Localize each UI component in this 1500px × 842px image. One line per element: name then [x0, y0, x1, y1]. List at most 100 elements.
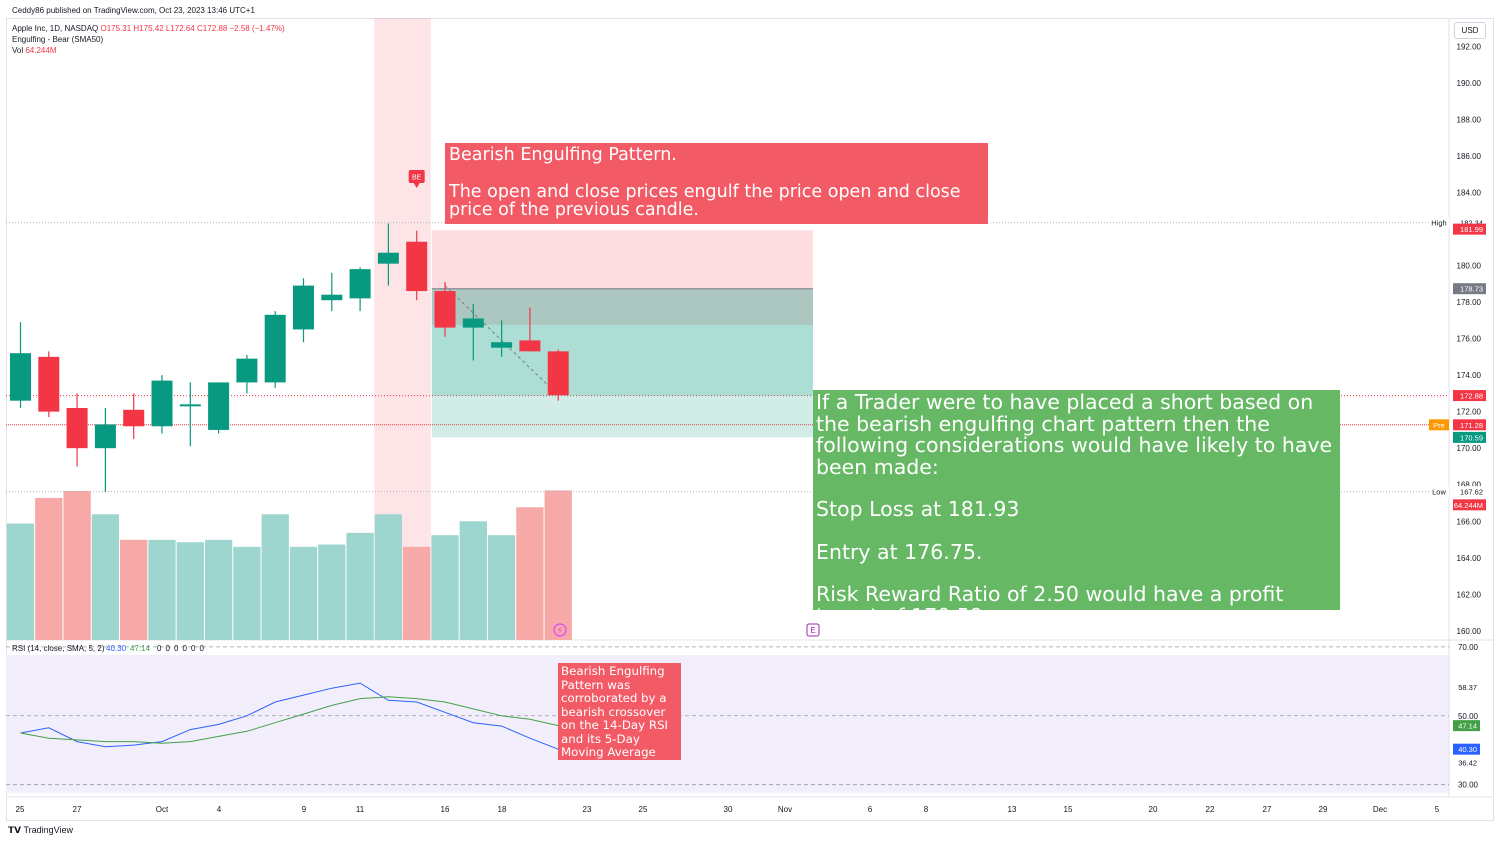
volume-bar	[91, 514, 120, 640]
price-tick-label: 186.00	[1457, 152, 1482, 161]
time-tick-label: 29	[1319, 805, 1328, 814]
volume-bar	[233, 546, 261, 640]
volume-bar	[374, 514, 403, 640]
time-tick-label: 6	[868, 805, 873, 814]
target-zone	[431, 288, 813, 438]
rsi-value-label: 36.42	[1458, 759, 1477, 768]
volume-bar	[148, 539, 176, 640]
candle-body	[321, 294, 343, 301]
time-tick-label: Oct	[156, 805, 169, 814]
candle-body	[38, 356, 60, 412]
time-tick-label: 22	[1206, 805, 1215, 814]
price-label-tag: Low	[1432, 488, 1446, 497]
volume-bar	[318, 544, 346, 640]
price-label-bg	[1453, 431, 1486, 443]
flash-icon: ⚡	[557, 627, 563, 637]
time-tick-label: 27	[1263, 805, 1272, 814]
symbol-line: Apple Inc, 1D, NASDAQ O175.31 H175.42 L1…	[12, 24, 285, 34]
be-marker-box	[408, 170, 425, 183]
pattern-body: The open and close prices engulf the pri…	[449, 181, 967, 220]
price-label-bg	[1453, 223, 1486, 235]
rsi-legend-zero: 0	[166, 644, 171, 653]
price-tick-label: 188.00	[1457, 115, 1482, 124]
tradingview-logo-icon: 𝗧𝗩	[8, 825, 22, 835]
candle-body	[10, 353, 31, 401]
candle-body	[434, 291, 456, 328]
price-tick-label: 170.00	[1457, 444, 1482, 453]
price-label-bg	[1453, 419, 1486, 431]
target-text: Risk Reward Ratio of 2.50 would have a p…	[816, 582, 1290, 628]
rsi-line	[20, 682, 559, 750]
time-tick-label: 15	[1064, 805, 1073, 814]
volume-bar	[6, 523, 35, 640]
candle-body	[462, 318, 484, 328]
pattern-annotation: Bearish Engulfing Pattern. The open and …	[445, 143, 988, 224]
price-tick-label: 178.00	[1457, 298, 1482, 307]
price-tick-label: 184.00	[1457, 188, 1482, 197]
price-label-value: 171.28	[1460, 421, 1483, 430]
footer-brand-text: TradingView	[23, 825, 73, 835]
price-label-bg	[1453, 283, 1486, 295]
earnings-marker-icon	[806, 623, 820, 637]
candle-body	[208, 382, 230, 430]
rsi-value-label: 47.14	[1458, 722, 1477, 731]
time-tick-label: 4	[217, 805, 222, 814]
price-label-value: 167.62	[1460, 488, 1483, 497]
time-tick-label: 25	[639, 805, 648, 814]
price-label-bg	[1453, 217, 1486, 229]
currency-button[interactable]: USD	[1454, 22, 1486, 39]
candle-body	[94, 424, 116, 449]
volume-bar	[516, 507, 544, 640]
volume-bar	[35, 497, 63, 640]
candle-body	[547, 351, 569, 396]
volume-bar	[289, 546, 318, 640]
price-label-tag-bg	[1429, 486, 1449, 498]
price-tick-label: 176.00	[1457, 335, 1482, 344]
rsi-tick-label: 50.00	[1458, 712, 1479, 721]
stop-loss-text: Stop Loss at 181.93	[816, 497, 1020, 521]
price-label-value: 182.34	[1460, 219, 1483, 228]
candle-body	[66, 407, 88, 449]
earnings-flash-icon	[553, 623, 567, 637]
trade-annotation: If a Trader were to have placed a short …	[813, 390, 1340, 626]
price-tick-label: 168.00	[1457, 481, 1482, 490]
be-marker-pointer	[413, 183, 420, 188]
time-tick-label: 25	[16, 805, 25, 814]
price-label-tag: High	[1431, 219, 1446, 228]
time-tick-label: Dec	[1373, 805, 1387, 814]
rsi-ma-line	[20, 696, 559, 744]
price-label-tag-bg	[1429, 419, 1449, 431]
rsi-value-label: 58.37	[1458, 683, 1477, 692]
rsi-legend-zero: 0	[183, 644, 188, 653]
price-label-bg	[1453, 486, 1486, 498]
price-label-value: 181.99	[1460, 225, 1483, 234]
candle-body	[519, 340, 541, 352]
time-tick-label: 8	[924, 805, 929, 814]
rsi-legend-value: 40.30	[106, 644, 127, 653]
price-label-bg	[1453, 390, 1486, 402]
rsi-note: Bearish Engulfing Pattern was corroborat…	[561, 664, 672, 759]
candle-body	[264, 314, 286, 383]
time-tick-label: 27	[73, 805, 82, 814]
price-tick-label: 166.00	[1457, 517, 1482, 526]
candle-body	[293, 285, 314, 330]
footer-brand[interactable]: 𝗧𝗩 TradingView	[8, 825, 73, 836]
rsi-tick-label: 30.00	[1458, 781, 1479, 790]
price-label-value: 64.244M	[1454, 501, 1483, 510]
candle-body	[406, 241, 428, 292]
price-label-value: 178.73	[1460, 285, 1483, 294]
volume-bar	[63, 490, 91, 640]
ohlc-values: O175.31 H175.42 L172.64 C172.88 −2.58 (−…	[100, 24, 285, 33]
time-tick-label: 18	[498, 805, 507, 814]
filled-zone	[431, 288, 813, 396]
price-tick-label: 172.00	[1457, 408, 1482, 417]
volume-bar	[176, 542, 204, 640]
price-label-bg	[1453, 499, 1486, 511]
rsi-legend-zero: 0	[191, 644, 196, 653]
volume-bar	[204, 539, 233, 640]
trade-text: If a Trader were to have placed a short …	[816, 390, 1339, 479]
time-tick-label: 11	[356, 805, 365, 814]
chart-frame	[6, 18, 1494, 821]
price-label-value: 172.88	[1460, 392, 1483, 401]
